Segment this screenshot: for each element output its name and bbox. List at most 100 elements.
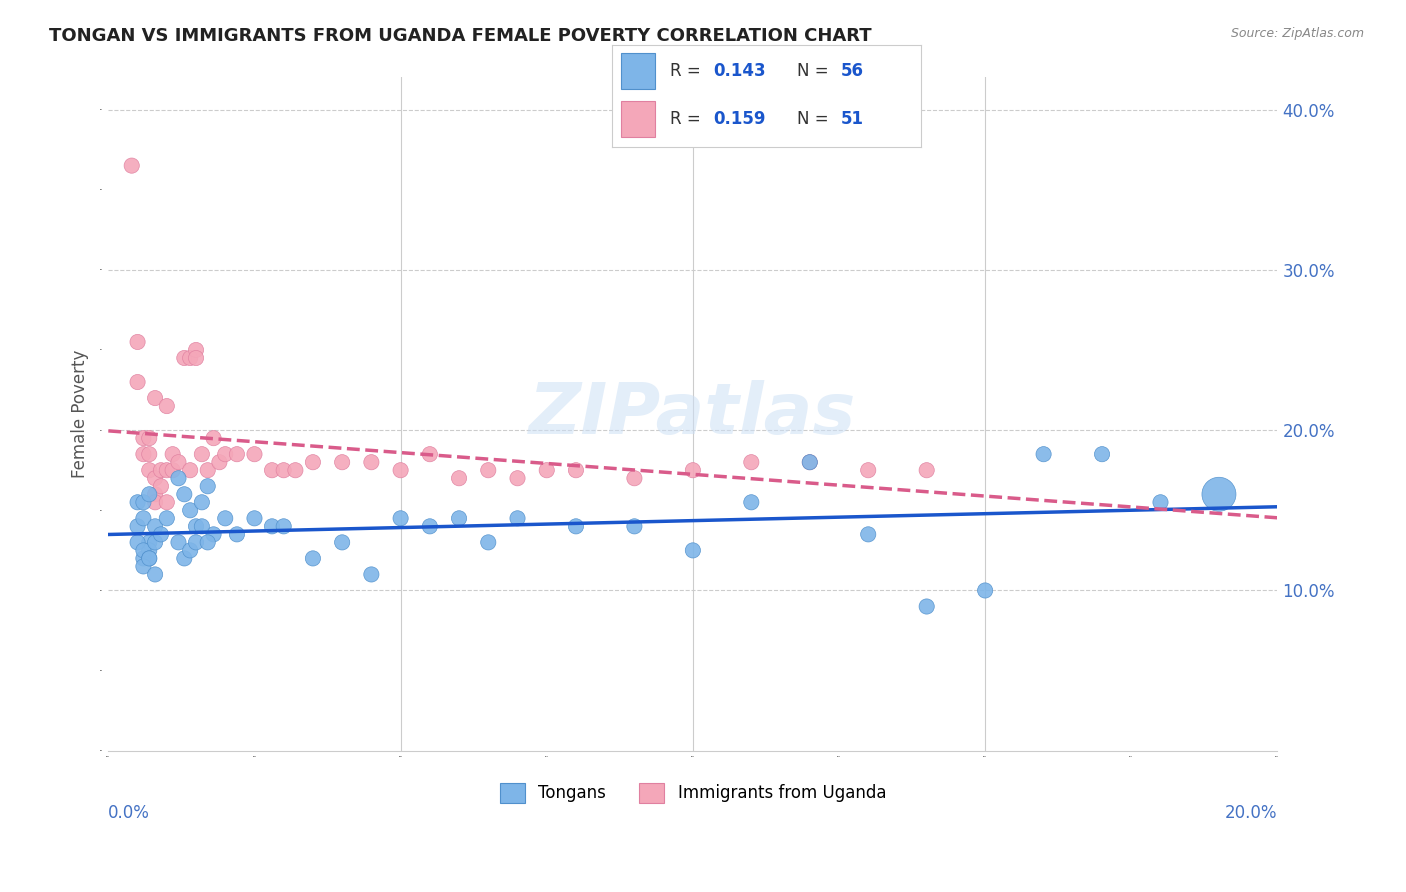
Point <box>506 511 529 525</box>
Point <box>197 479 219 493</box>
Point <box>173 487 195 501</box>
Point <box>915 599 938 614</box>
Point <box>214 511 236 525</box>
Point <box>260 519 283 533</box>
Point <box>127 519 149 533</box>
FancyBboxPatch shape <box>621 101 655 137</box>
Point <box>132 559 155 574</box>
Point <box>447 511 470 525</box>
Point <box>1091 447 1114 461</box>
Text: TONGAN VS IMMIGRANTS FROM UGANDA FEMALE POVERTY CORRELATION CHART: TONGAN VS IMMIGRANTS FROM UGANDA FEMALE … <box>49 27 872 45</box>
Point <box>799 455 821 469</box>
Text: ZIPatlas: ZIPatlas <box>529 380 856 449</box>
Point <box>284 463 307 477</box>
Point <box>143 535 166 549</box>
Point <box>565 519 588 533</box>
Point <box>565 463 588 477</box>
Point <box>202 527 225 541</box>
Point <box>184 519 207 533</box>
Text: 51: 51 <box>841 110 863 128</box>
Point <box>132 447 155 461</box>
FancyBboxPatch shape <box>621 53 655 88</box>
Point <box>360 567 382 582</box>
Point <box>149 479 172 493</box>
Point <box>197 463 219 477</box>
Point <box>682 543 704 558</box>
Point <box>143 567 166 582</box>
Text: 20.0%: 20.0% <box>1225 804 1278 822</box>
Point <box>127 334 149 349</box>
Point <box>389 463 412 477</box>
Point <box>138 551 160 566</box>
Point <box>138 431 160 445</box>
Point <box>226 527 249 541</box>
Y-axis label: Female Poverty: Female Poverty <box>72 350 89 478</box>
Point <box>138 551 160 566</box>
Point <box>191 447 214 461</box>
Point <box>138 447 160 461</box>
Point <box>149 527 172 541</box>
Point <box>127 375 149 389</box>
Point <box>138 543 160 558</box>
Point <box>138 487 160 501</box>
Legend: Tongans, Immigrants from Uganda: Tongans, Immigrants from Uganda <box>494 776 893 810</box>
Point <box>202 431 225 445</box>
Point <box>1149 495 1171 509</box>
Point <box>740 455 762 469</box>
Text: 0.159: 0.159 <box>714 110 766 128</box>
Point <box>167 455 190 469</box>
Point <box>167 535 190 549</box>
Point <box>143 391 166 405</box>
Point <box>243 447 266 461</box>
Text: R =: R = <box>671 110 706 128</box>
Point <box>162 463 184 477</box>
Text: 0.143: 0.143 <box>714 62 766 79</box>
Text: 0.0%: 0.0% <box>108 804 150 822</box>
Point <box>184 351 207 365</box>
Point <box>330 535 353 549</box>
Point <box>858 527 880 541</box>
Point <box>302 551 325 566</box>
Point <box>179 543 201 558</box>
Point <box>682 463 704 477</box>
Point <box>214 447 236 461</box>
Point <box>179 503 201 517</box>
Point <box>623 519 645 533</box>
Point <box>184 343 207 357</box>
Point <box>1208 487 1230 501</box>
Point <box>506 471 529 485</box>
Text: 56: 56 <box>841 62 863 79</box>
Point <box>330 455 353 469</box>
Point <box>740 495 762 509</box>
Point <box>173 551 195 566</box>
Point <box>156 399 179 413</box>
Point <box>360 455 382 469</box>
Text: R =: R = <box>671 62 706 79</box>
Text: N =: N = <box>797 62 834 79</box>
Point <box>179 351 201 365</box>
Point <box>974 583 997 598</box>
Point <box>143 519 166 533</box>
Point <box>302 455 325 469</box>
Point <box>419 519 441 533</box>
Point <box>167 471 190 485</box>
Point <box>273 463 295 477</box>
Point <box>477 535 499 549</box>
Point <box>138 463 160 477</box>
Point <box>132 431 155 445</box>
Point <box>858 463 880 477</box>
Point <box>143 471 166 485</box>
Point <box>389 511 412 525</box>
Point <box>156 511 179 525</box>
Point <box>915 463 938 477</box>
Point <box>799 455 821 469</box>
Point <box>127 535 149 549</box>
Point <box>226 447 249 461</box>
Point <box>132 543 155 558</box>
Point <box>173 351 195 365</box>
Point <box>191 519 214 533</box>
Point <box>156 463 179 477</box>
Point <box>132 551 155 566</box>
Point <box>162 447 184 461</box>
Point <box>149 463 172 477</box>
